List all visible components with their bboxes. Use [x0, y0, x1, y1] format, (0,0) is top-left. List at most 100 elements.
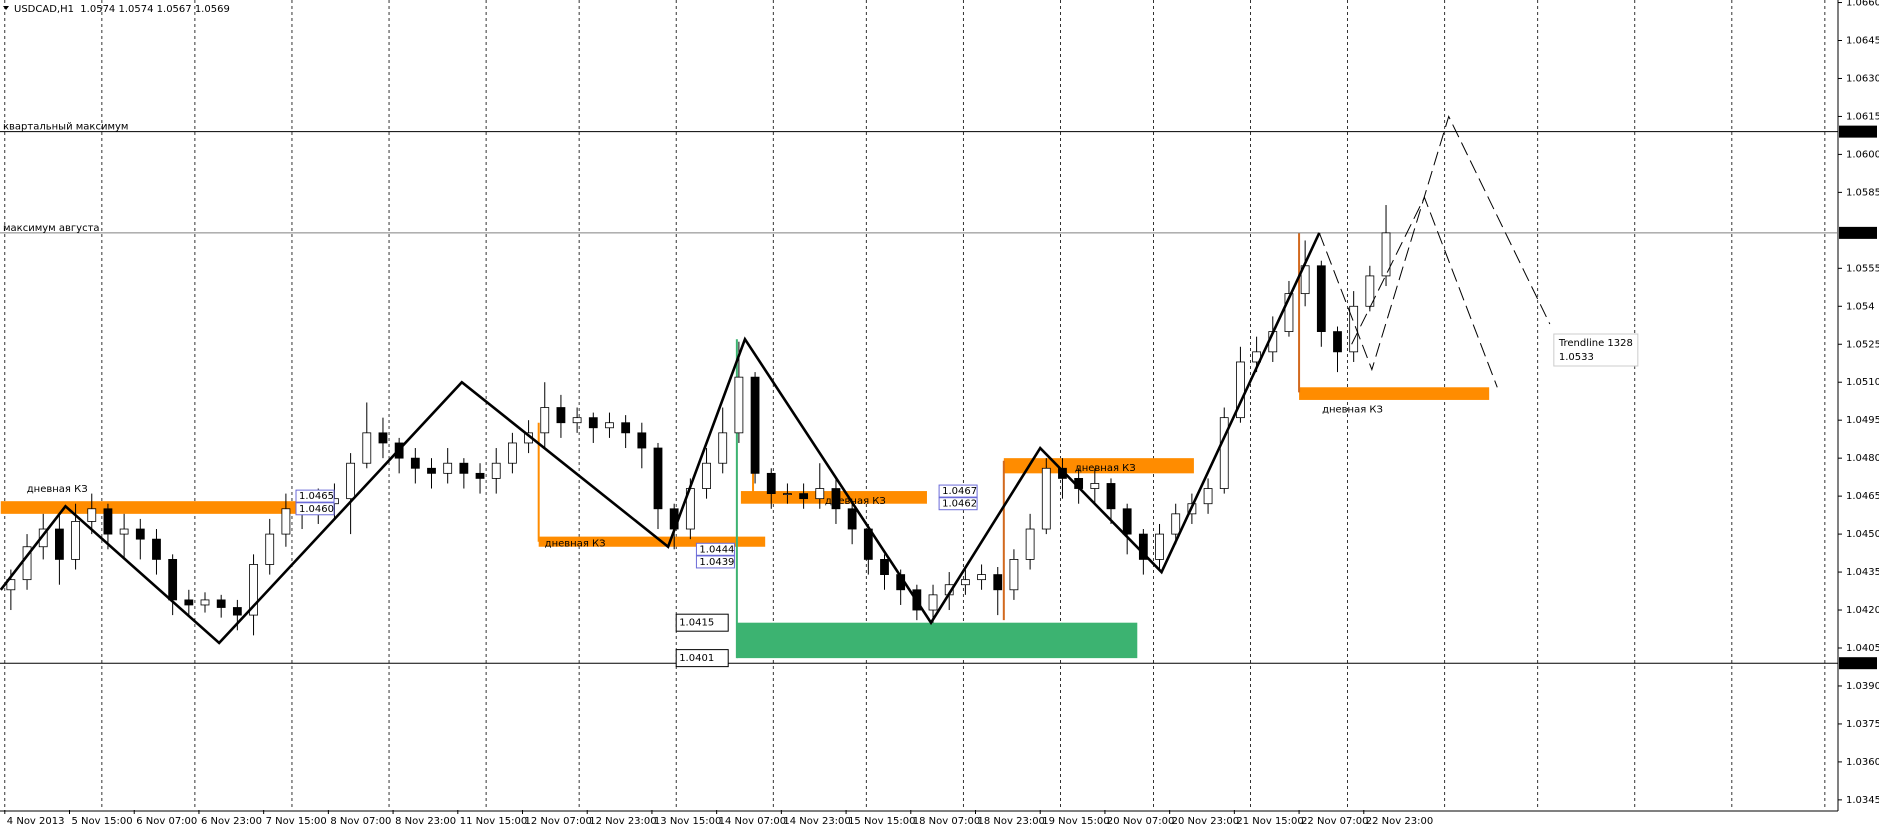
candle-body	[346, 462, 356, 500]
candle-body	[232, 607, 242, 616]
price-box	[1839, 657, 1877, 670]
candle-body	[556, 407, 566, 424]
zone-label: дневная КЗ	[1322, 404, 1383, 415]
y-tick-label: 1.0600	[1846, 149, 1879, 160]
x-tick-label: 6 Nov 07:00	[136, 816, 197, 827]
candle-body	[799, 493, 809, 500]
x-tick-label: 6 Nov 23:00	[201, 816, 262, 827]
x-tick-label: 13 Nov 15:00	[654, 816, 721, 827]
price-box-label: 1.0609	[1842, 127, 1877, 138]
y-tick-label: 1.0480	[1846, 453, 1879, 464]
candle-body	[491, 462, 501, 479]
x-tick-label: 22 Nov 23:00	[1366, 816, 1433, 827]
y-tick-label: 1.0660	[1846, 0, 1879, 9]
candle-body	[443, 462, 453, 474]
candle-body	[572, 417, 582, 424]
candle-body	[87, 508, 97, 522]
candle-body	[1025, 528, 1035, 560]
candle-body	[993, 574, 1003, 591]
zone-label: дневная КЗ	[825, 496, 886, 507]
y-tick-label: 1.0630	[1846, 73, 1879, 84]
candle-body	[1155, 533, 1164, 560]
x-tick-label: 22 Nov 07:00	[1301, 816, 1368, 827]
zigzag-line	[0, 232, 1321, 645]
y-tick-label: 1.0390	[1846, 681, 1879, 692]
forecast-line	[1318, 115, 1551, 372]
candle-body	[1333, 331, 1342, 353]
candle-body	[1203, 488, 1213, 505]
price-tag	[695, 555, 735, 569]
price-tag-label: 1.0462	[942, 499, 977, 510]
candle-body	[1171, 513, 1181, 535]
price-tag	[675, 649, 729, 668]
x-tick-label: 11 Nov 15:00	[460, 816, 527, 827]
candle-body	[1316, 265, 1326, 332]
y-tick-label: 1.0645	[1846, 36, 1879, 47]
candle-body	[1349, 305, 1359, 353]
y-tick-label: 1.054	[1846, 301, 1875, 312]
x-tick-label: 12 Nov 23:00	[589, 816, 656, 827]
zone	[1299, 387, 1490, 400]
x-tick-label: 19 Nov 15:00	[1042, 816, 1109, 827]
candle-body	[977, 574, 986, 581]
level-label: максимум августа	[3, 223, 100, 234]
price-tag	[675, 613, 729, 632]
candle-body	[880, 559, 889, 575]
candle-body	[750, 376, 760, 474]
candle-body	[588, 417, 598, 429]
candle-body	[6, 579, 16, 591]
forecast-line	[1351, 196, 1498, 388]
candle-body	[135, 528, 145, 540]
price-box	[1839, 125, 1877, 138]
x-tick-label: 20 Nov 07:00	[1107, 816, 1174, 827]
candle-body	[1138, 533, 1148, 560]
price-tag	[695, 542, 735, 556]
candle-body	[410, 457, 420, 469]
candle-body	[1106, 483, 1116, 510]
x-tick-label: 21 Nov 15:00	[1236, 816, 1303, 827]
tooltip-name: Trendline 1328	[1558, 338, 1633, 349]
candle-body	[1041, 467, 1051, 530]
candle-body	[1219, 417, 1229, 489]
price-tag-label: 1.0401	[679, 653, 714, 664]
candle-body	[1381, 232, 1391, 277]
candle-body	[378, 432, 388, 444]
y-tick-label: 1.0495	[1846, 415, 1879, 426]
tooltip-value: 1.0533	[1559, 352, 1594, 363]
x-tick-label: 5 Nov 15:00	[72, 816, 133, 827]
candle-body	[362, 432, 372, 464]
candle-body	[766, 472, 776, 494]
y-tick-label: 1.0375	[1846, 719, 1879, 730]
candle-body	[783, 493, 792, 495]
candle-body	[1009, 559, 1019, 591]
candle-body	[71, 521, 80, 560]
candle-body	[960, 579, 970, 586]
tooltip-box	[1553, 333, 1639, 367]
zone-label: дневная КЗ	[545, 539, 606, 550]
price-tag-label: 1.0444	[699, 544, 734, 555]
x-tick-label: 18 Nov 23:00	[978, 816, 1045, 827]
y-tick-label: 1.0615	[1846, 111, 1879, 122]
y-tick-label: 1.0435	[1846, 567, 1879, 578]
candle-body	[637, 432, 647, 449]
x-tick-label: 18 Nov 07:00	[913, 816, 980, 827]
symbol-title: USDCAD,H1 1.0574 1.0574 1.0567 1.0569	[14, 4, 230, 15]
price-box-label: 1.0399	[1842, 658, 1877, 669]
candle-body	[507, 442, 517, 464]
candle-body	[38, 528, 48, 548]
y-tick-label: 1.0555	[1846, 263, 1879, 274]
candle-body	[55, 528, 64, 560]
x-tick-label: 15 Nov 15:00	[848, 816, 915, 827]
candle-body	[152, 538, 161, 560]
candle-body	[249, 564, 258, 616]
price-box	[1839, 226, 1877, 239]
zone	[538, 536, 766, 547]
candle-body	[1365, 275, 1375, 307]
candle-body	[815, 488, 825, 500]
x-tick-label: 8 Nov 07:00	[330, 816, 391, 827]
candle-body	[119, 528, 129, 535]
price-tag	[938, 484, 978, 498]
candle-body	[831, 488, 841, 510]
candle-body	[459, 462, 469, 474]
candle-body	[22, 546, 32, 581]
